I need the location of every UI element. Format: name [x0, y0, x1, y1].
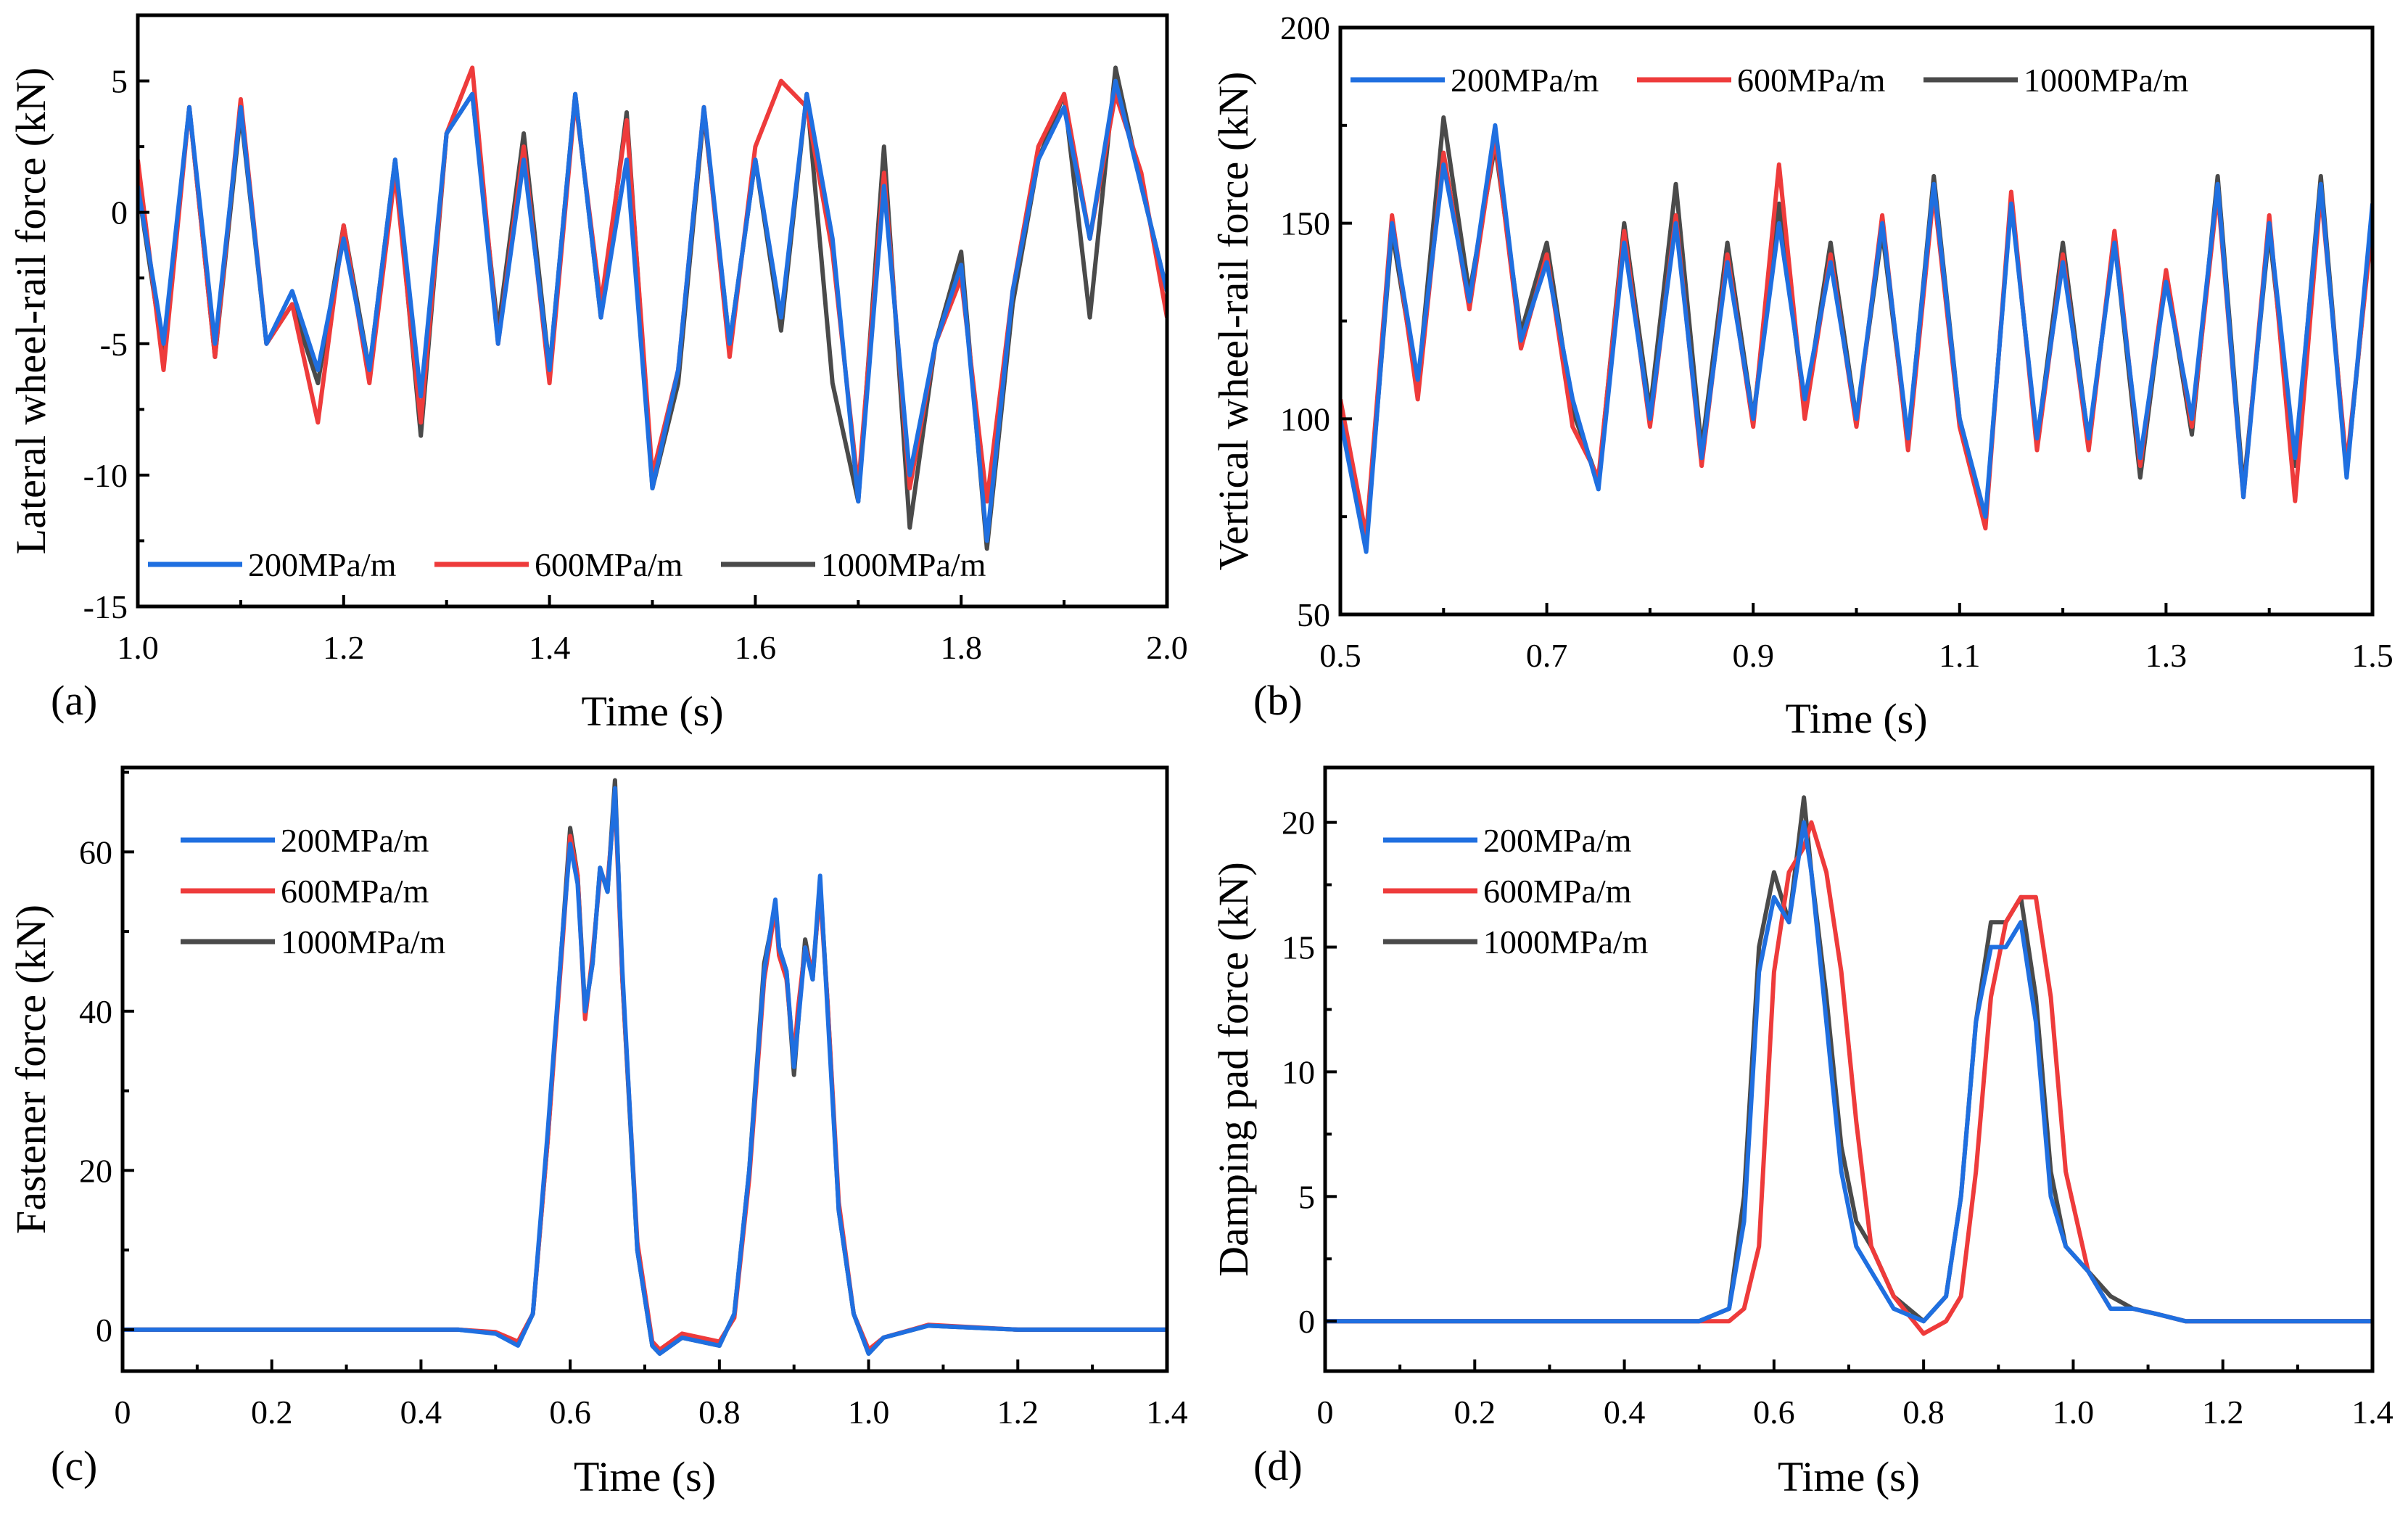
x-axis-title: Time (s)	[574, 1453, 716, 1500]
series-line-600MPa-per-m	[123, 794, 1167, 1352]
chart-panel-d: 0 0.2 0.4 0.6 0.8 1.0 1.2 1.4 0 5 10 15 20 Time (s) Da…	[1210, 765, 2393, 1500]
y-tick-label: 5	[111, 63, 128, 100]
x-tick-label: 0.9	[1732, 637, 1774, 674]
legend-label: 1000MPa/m	[821, 546, 986, 583]
series-line-200MPa-per-m	[138, 78, 1167, 543]
x-tick-label: 2.0	[1146, 629, 1188, 666]
x-tick-label: 1.2	[997, 1394, 1039, 1431]
y-axis-title: Fastener force (kN)	[7, 905, 54, 1234]
x-tick-label: 1.3	[2145, 637, 2188, 674]
panel-label: (c)	[51, 1442, 97, 1489]
y-tick-label: 5	[1298, 1178, 1315, 1215]
y-tick-label: 60	[79, 834, 112, 871]
plot-frame	[1338, 25, 2375, 617]
y-tick-label: 0	[111, 194, 128, 231]
plot-frame	[1323, 765, 2375, 1373]
x-tick-label: 0.4	[400, 1394, 442, 1431]
y-tick-label: 0	[96, 1312, 112, 1349]
y-tick-label: 200	[1280, 9, 1330, 46]
legend-label: 600MPa/m	[281, 873, 429, 910]
chart-panel-b: 0.5 0.7 0.9 1.1 1.3 1.5 50 100 150 200 Time (s) Ver…	[1210, 9, 2393, 742]
panel-label: (b)	[1253, 677, 1303, 724]
y-tick-label: 10	[1282, 1053, 1315, 1090]
x-axis-title: Time (s)	[581, 688, 723, 735]
x-tick-label: 0.5	[1319, 637, 1361, 674]
series-group	[1340, 115, 2372, 554]
y-tick-label: 150	[1280, 205, 1330, 242]
x-tick-label: 0.6	[549, 1394, 591, 1431]
series-line-200MPa-per-m	[1325, 820, 2372, 1324]
x-axis-title: Time (s)	[1778, 1453, 1920, 1500]
y-axis-title: Vertical wheel-rail force (kN)	[1210, 72, 1257, 571]
legend-label: 200MPa/m	[1483, 822, 1632, 859]
x-tick-label: 1.2	[2202, 1394, 2244, 1431]
legend-label: 200MPa/m	[1451, 62, 1599, 99]
legend-label: 200MPa/m	[248, 546, 397, 583]
legend-label: 1000MPa/m	[281, 923, 446, 960]
x-tick-label: 1.0	[2053, 1394, 2095, 1431]
x-tick-label: 1.8	[940, 629, 982, 666]
y-tick-label: 100	[1280, 400, 1330, 437]
y-axis-title: Damping pad force (kN)	[1210, 862, 1257, 1277]
x-tick-label: 0.2	[1454, 1394, 1496, 1431]
x-tick-label: 0.2	[251, 1394, 293, 1431]
y-tick-label: 20	[79, 1152, 112, 1189]
x-tick-label: 0	[1317, 1394, 1334, 1431]
series-group	[1325, 795, 2372, 1336]
panel-label: (a)	[51, 677, 97, 724]
series-group	[123, 778, 1167, 1356]
series-line-200MPa-per-m	[123, 786, 1167, 1356]
x-tick-label: 1.4	[529, 629, 571, 666]
x-tick-label: 1.0	[848, 1394, 890, 1431]
legend-label: 1000MPa/m	[1483, 923, 1649, 960]
y-axis-title: Lateral wheel-rail force (kN)	[7, 67, 54, 554]
x-tick-label: 0.8	[698, 1394, 741, 1431]
panel-label: (d)	[1253, 1442, 1303, 1489]
y-tick-label: 50	[1297, 596, 1330, 633]
y-tick-label: 0	[1298, 1303, 1315, 1340]
x-tick-label: 1.2	[323, 629, 365, 666]
legend: 200MPa/m 600MPa/m 1000MPa/m	[1383, 822, 1649, 960]
x-tick-label: 1.1	[1939, 637, 1981, 674]
legend: 200MPa/m 600MPa/m 1000MPa/m	[181, 822, 446, 960]
legend-label: 600MPa/m	[1737, 62, 1886, 99]
y-tick-label: 40	[79, 993, 112, 1030]
chart-panel-a: 1.0 1.2 1.4 1.6 1.8 2.0 -15 -10 -5 0 5 Time (s) Late…	[7, 13, 1188, 735]
series-line-1000MPa-per-m	[1340, 115, 2372, 546]
x-tick-label: 1.6	[735, 629, 777, 666]
x-tick-label: 0.7	[1526, 637, 1568, 674]
legend-label: 1000MPa/m	[2024, 62, 2189, 99]
chart-panel-c: 0 0.2 0.4 0.6 0.8 1.0 1.2 1.4 0 20 40 60 Time (s) Fas…	[7, 765, 1188, 1500]
series-line-600MPa-per-m	[1325, 820, 2372, 1336]
legend-label: 600MPa/m	[535, 546, 683, 583]
x-tick-label: 1.0	[117, 629, 159, 666]
legend: 200MPa/m 600MPa/m 1000MPa/m	[148, 546, 986, 583]
series-line-200MPa-per-m	[1340, 123, 2372, 554]
x-tick-label: 0	[115, 1394, 131, 1431]
legend: 200MPa/m 600MPa/m 1000MPa/m	[1351, 62, 2189, 99]
x-tick-label: 1.4	[2351, 1394, 2393, 1431]
y-tick-label: -15	[83, 588, 128, 625]
y-tick-label: 15	[1282, 929, 1315, 966]
x-tick-label: 1.4	[1146, 1394, 1188, 1431]
legend-label: 200MPa/m	[281, 822, 429, 859]
series-line-1000MPa-per-m	[123, 778, 1167, 1356]
x-tick-label: 0.8	[1902, 1394, 1945, 1431]
x-tick-label: 1.5	[2351, 637, 2393, 674]
legend-label: 600MPa/m	[1483, 873, 1632, 910]
y-tick-label: -10	[83, 457, 128, 494]
y-tick-label: -5	[100, 326, 128, 363]
x-tick-label: 0.6	[1753, 1394, 1795, 1431]
y-tick-label: 20	[1282, 805, 1315, 842]
x-tick-label: 0.4	[1604, 1394, 1646, 1431]
x-axis-title: Time (s)	[1785, 695, 1927, 742]
series-group	[138, 65, 1167, 551]
